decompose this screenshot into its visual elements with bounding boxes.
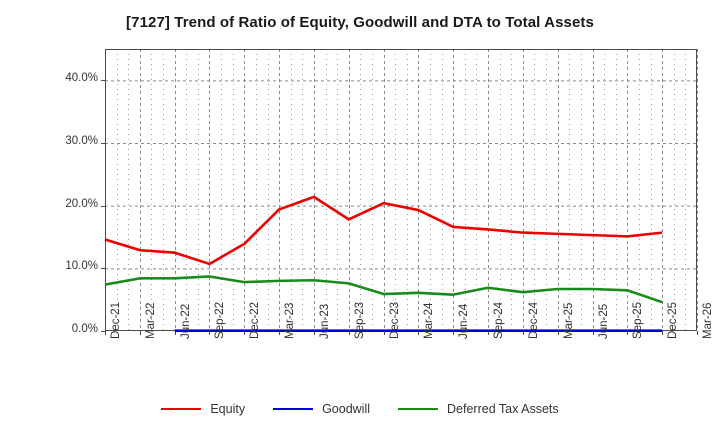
y-axis-tick-label: 20.0%: [65, 197, 98, 210]
chart-title: [7127] Trend of Ratio of Equity, Goodwil…: [126, 14, 594, 31]
gridlines: [105, 49, 698, 331]
legend-entry-goodwill[interactable]: Goodwill: [273, 402, 370, 416]
x-axis-tick-label: Sep-22: [214, 301, 227, 339]
x-axis-tick-label: Dec-25: [667, 301, 680, 339]
legend-swatch-icon: [161, 408, 202, 410]
chart-legend: Equity Goodwill Deferred Tax Assets: [0, 402, 720, 416]
x-axis-tick-label: Mar-26: [702, 302, 714, 339]
y-axis-tick-label: 30.0%: [65, 135, 98, 147]
series-line-equity: [104, 195, 663, 266]
x-axis-tick-label: Jun-25: [597, 303, 610, 339]
x-axis-tick-label: Mar-25: [562, 302, 575, 339]
legend-entry-equity[interactable]: Equity: [161, 402, 245, 416]
x-axis-tick-label: Jun-23: [318, 303, 331, 339]
y-axis-tick-label: 0.0%: [71, 323, 98, 335]
minor-gridlines: [117, 49, 686, 331]
x-axis-tick-label: Dec-24: [527, 301, 540, 339]
data-series-group: [104, 195, 663, 332]
x-axis-tick-label: Mar-24: [423, 302, 436, 339]
legend-label: Goodwill: [322, 402, 371, 416]
x-axis-tick-label: Sep-23: [353, 301, 366, 339]
y-axis-tick-label: 40.0%: [65, 72, 98, 85]
x-axis-tick-label: Dec-23: [388, 301, 401, 339]
x-axis-tick-label: Dec-21: [110, 301, 122, 339]
x-axis-tick-label: Mar-22: [144, 302, 157, 339]
legend-swatch-icon: [398, 408, 439, 410]
legend-label: Equity: [210, 402, 246, 416]
x-axis-tick-label: Jun-24: [458, 303, 471, 339]
axis-ticks: [101, 80, 698, 335]
legend-label: Deferred Tax Assets: [447, 402, 559, 416]
y-axis-tick-label: 10.0%: [65, 260, 98, 273]
legend-entry-deferred-tax-assets[interactable]: Deferred Tax Assets: [398, 402, 559, 416]
series-line-deferred-tax-assets: [104, 275, 663, 304]
x-axis-tick-label: Mar-23: [284, 302, 297, 339]
legend-swatch-icon: [273, 408, 314, 410]
x-axis-tick-label: Sep-24: [493, 301, 506, 339]
x-axis-tick-label: Jun-22: [179, 303, 192, 339]
x-axis-tick-label: Sep-25: [632, 301, 645, 339]
x-axis-tick-label: Dec-22: [249, 301, 262, 339]
